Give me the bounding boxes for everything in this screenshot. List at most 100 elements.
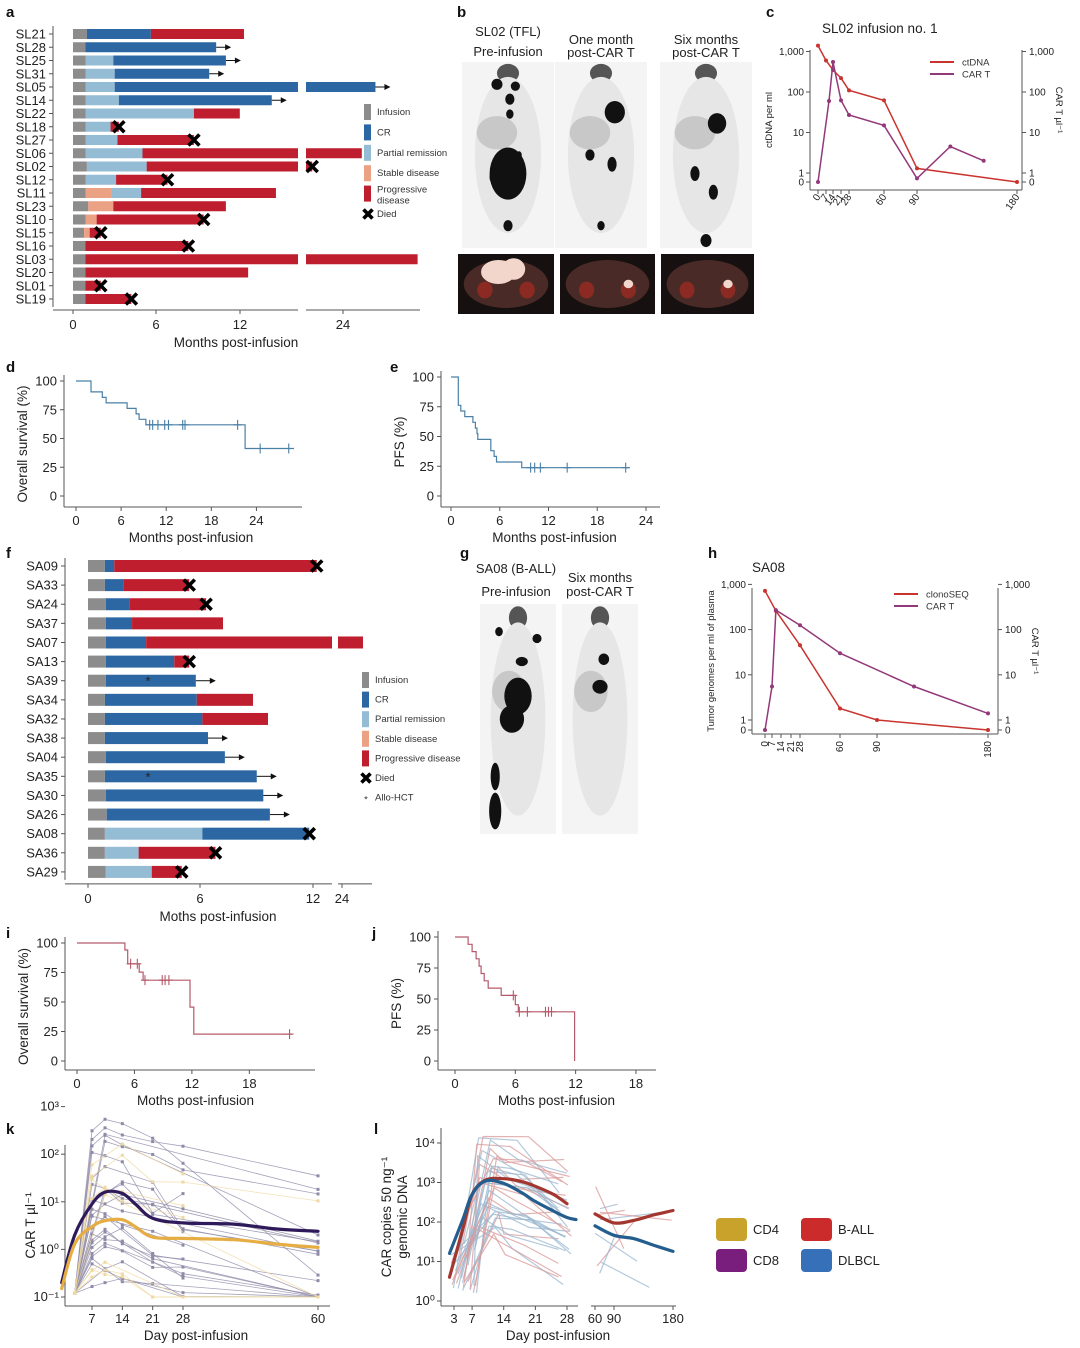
patient-label: SL28 — [16, 40, 46, 55]
pet-lesion — [607, 156, 617, 172]
x-tick-label: 6 — [196, 891, 203, 906]
patient-label: SA29 — [26, 864, 58, 879]
x-tick-label: 18 — [629, 1076, 643, 1091]
trajectory-point — [120, 1280, 124, 1284]
x-tick-label: 60 — [588, 1311, 602, 1326]
data-point-0 — [824, 58, 828, 63]
patient-trajectory — [74, 1134, 319, 1294]
patient-trajectory — [599, 1203, 618, 1210]
patient-label: SA32 — [26, 711, 58, 726]
legend-label-pd: Progressive disease — [375, 753, 461, 764]
patient-label: SL19 — [16, 292, 46, 307]
patient-label: SL03 — [16, 252, 46, 267]
bar-segment-infusion — [73, 174, 86, 185]
trajectory-point — [316, 1187, 320, 1191]
bar-segment-pd — [117, 135, 194, 145]
bar-segment-infusion — [88, 617, 106, 630]
fit-curve-3 — [593, 1224, 675, 1253]
patient-label: SA13 — [26, 654, 58, 669]
trajectory-point — [90, 1137, 94, 1141]
patient-trajectory — [74, 1152, 184, 1294]
censor-mark — [563, 462, 572, 473]
data-point-0 — [875, 718, 879, 722]
pet-lesion — [585, 149, 595, 161]
y-tick-label-left: 0 — [740, 726, 746, 737]
fit-curve-1 — [60, 1217, 320, 1291]
bar-segment-cr — [104, 732, 208, 745]
panel-letter-i: i — [6, 925, 10, 942]
censor-mark — [164, 419, 173, 430]
patient-trajectory — [599, 1237, 615, 1274]
censor-mark — [523, 1006, 532, 1017]
legend-swatch-cr — [362, 691, 369, 708]
y-axis-label: PFS (%) — [392, 416, 407, 467]
bar-segment-infusion — [73, 55, 86, 66]
data-point-0 — [838, 706, 842, 711]
bar-segment-infusion — [88, 827, 105, 840]
trajectory-point — [90, 1252, 94, 1256]
trajectory-point — [181, 1192, 185, 1196]
arrow-head-icon — [225, 44, 232, 51]
x-axis-label: Months post-infusion — [174, 335, 299, 350]
panel-letter-k: k — [6, 1121, 15, 1138]
x-tick-label: 28 — [560, 1311, 574, 1326]
trajectory-point — [90, 1177, 94, 1181]
patient-label: SL11 — [17, 186, 46, 201]
trajectory-point — [120, 1180, 124, 1184]
legend-label-pr: Partial remission — [375, 714, 445, 725]
panel-a-swimmer-plot: SL21SL28SL25SL31SL05SL14SL22SL18SL27SL06… — [16, 26, 447, 350]
trajectory-point — [120, 1160, 124, 1164]
bar-segment-infusion — [88, 579, 105, 592]
panel-letter-h: h — [708, 545, 717, 562]
trajectory-point — [316, 1273, 320, 1277]
trajectory-point — [90, 1255, 94, 1259]
x-tick-label: 60 — [835, 741, 846, 753]
patient-label: SA36 — [26, 845, 58, 860]
died-marker-icon — [124, 292, 139, 306]
patient-trajectory — [457, 1138, 567, 1289]
censor-mark — [153, 419, 162, 430]
arrow-head-icon — [270, 773, 277, 780]
bar-segment-cr — [202, 827, 310, 840]
pet-torso — [567, 76, 635, 234]
y-tick-label: 10⁰ — [415, 1293, 435, 1308]
y-tick-label-left: 100 — [787, 88, 804, 99]
censor-mark — [233, 419, 242, 430]
patient-trajectory — [74, 1233, 319, 1298]
trajectory-point — [120, 1249, 124, 1253]
x-tick-label: 6 — [512, 1076, 519, 1091]
trajectory-point — [316, 1249, 320, 1253]
bar-segment-cr — [105, 655, 175, 668]
y-axis-label: CAR T µl⁻¹ — [23, 1192, 38, 1259]
patient-label: SA24 — [26, 597, 58, 612]
trajectory-point — [151, 1152, 155, 1156]
bar-segment-pd — [141, 188, 276, 198]
panel-letter-d: d — [6, 359, 15, 376]
data-point-0 — [763, 588, 767, 593]
arrow-head-icon — [384, 84, 391, 90]
pet-head — [508, 606, 528, 630]
censor-mark — [284, 443, 293, 454]
bar-segment-cr — [104, 579, 124, 592]
y-tick-label: 10⁻¹ — [33, 1289, 59, 1304]
bar-segment-pd — [193, 108, 240, 119]
bar-segment-pr — [85, 174, 117, 185]
y-tick-label: 0 — [51, 1054, 58, 1069]
died-marker-icon — [199, 597, 213, 612]
bar-segment-infusion — [73, 227, 85, 238]
trajectory-point — [90, 1163, 94, 1167]
bar-segment-pr — [85, 148, 143, 159]
bar-segment-pd — [110, 121, 119, 132]
died-marker-icon — [174, 865, 189, 879]
panel-b-title: SL02 (TFL) — [475, 24, 541, 39]
trajectory-point — [103, 1139, 107, 1143]
pet-lesion — [700, 234, 712, 248]
bar-segment-cr — [106, 808, 270, 821]
bar-segment-infusion — [88, 693, 105, 706]
bar-segment-pd — [132, 617, 223, 630]
bar-segment-cr — [104, 770, 257, 783]
trajectory-point — [316, 1192, 320, 1196]
bar-segment-cr — [86, 29, 151, 39]
patient-trajectory — [595, 1209, 625, 1216]
bar-segment-pd — [85, 267, 249, 278]
